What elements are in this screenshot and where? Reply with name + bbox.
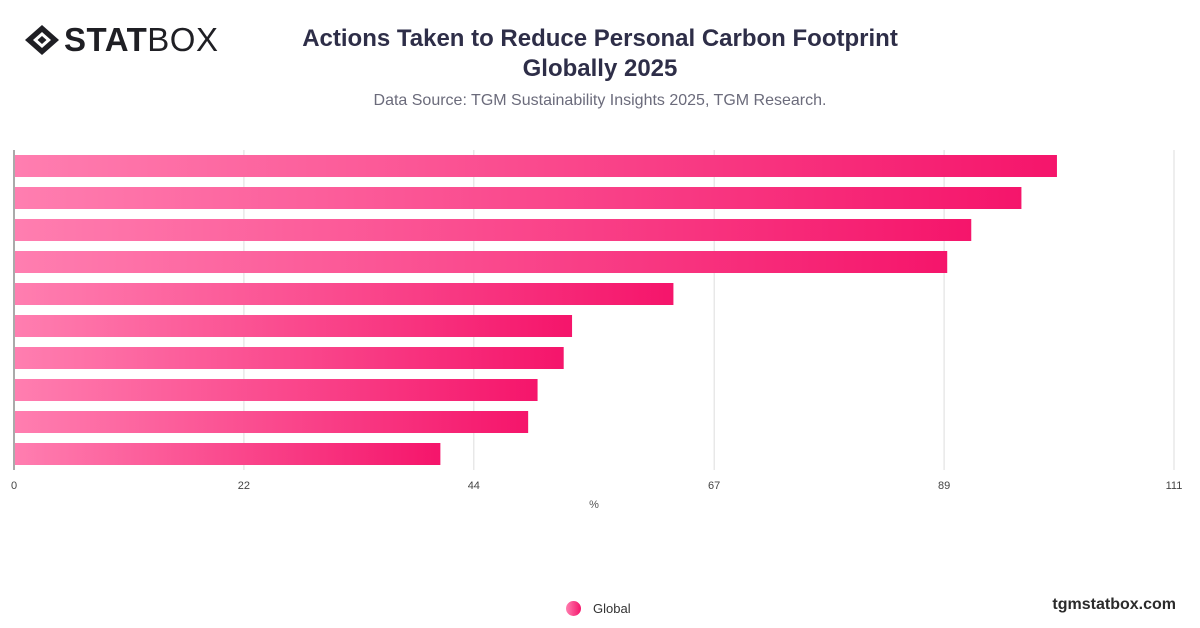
bar[interactable] xyxy=(15,155,1057,177)
diamond-logo-icon xyxy=(25,25,59,55)
chart-title-line-1: Actions Taken to Reduce Personal Carbon … xyxy=(302,25,898,52)
legend-marker-icon xyxy=(566,601,581,616)
x-tick-label: 44 xyxy=(468,480,480,492)
statbox-logo: STATBOX xyxy=(24,22,218,58)
chart-subtitle: Data Source: TGM Sustainability Insights… xyxy=(373,92,827,109)
legend[interactable]: Global xyxy=(566,601,631,616)
legend-label-global: Global xyxy=(593,601,631,616)
bar[interactable] xyxy=(15,443,441,465)
bar[interactable] xyxy=(15,283,674,305)
bar[interactable] xyxy=(15,315,573,337)
x-tick-label: 67 xyxy=(708,480,720,492)
bar[interactable] xyxy=(15,219,972,241)
logo-wordmark: STATBOX xyxy=(64,22,218,58)
x-tick-label: 89 xyxy=(938,480,950,492)
x-tick-label: 0 xyxy=(11,480,17,492)
bar[interactable] xyxy=(15,379,538,401)
logo-light-text: BOX xyxy=(147,21,219,58)
bar[interactable] xyxy=(15,251,948,273)
x-tick-label: 111 xyxy=(1166,480,1183,492)
chart-title: Actions Taken to Reduce Personal Carbon … xyxy=(250,24,950,84)
x-axis: 0 22 44 67 89 111 xyxy=(11,150,1182,492)
chart-title-line-2: Globally 2025 xyxy=(522,55,678,82)
bars xyxy=(15,155,1057,465)
bar[interactable] xyxy=(15,347,564,369)
bar[interactable] xyxy=(15,187,1022,209)
bar[interactable] xyxy=(15,411,529,433)
site-footer: tgmstatbox.com xyxy=(1052,596,1176,613)
x-tick-label: 22 xyxy=(238,480,250,492)
x-axis-label: % xyxy=(589,499,599,511)
logo-bold-text: STAT xyxy=(64,21,148,58)
